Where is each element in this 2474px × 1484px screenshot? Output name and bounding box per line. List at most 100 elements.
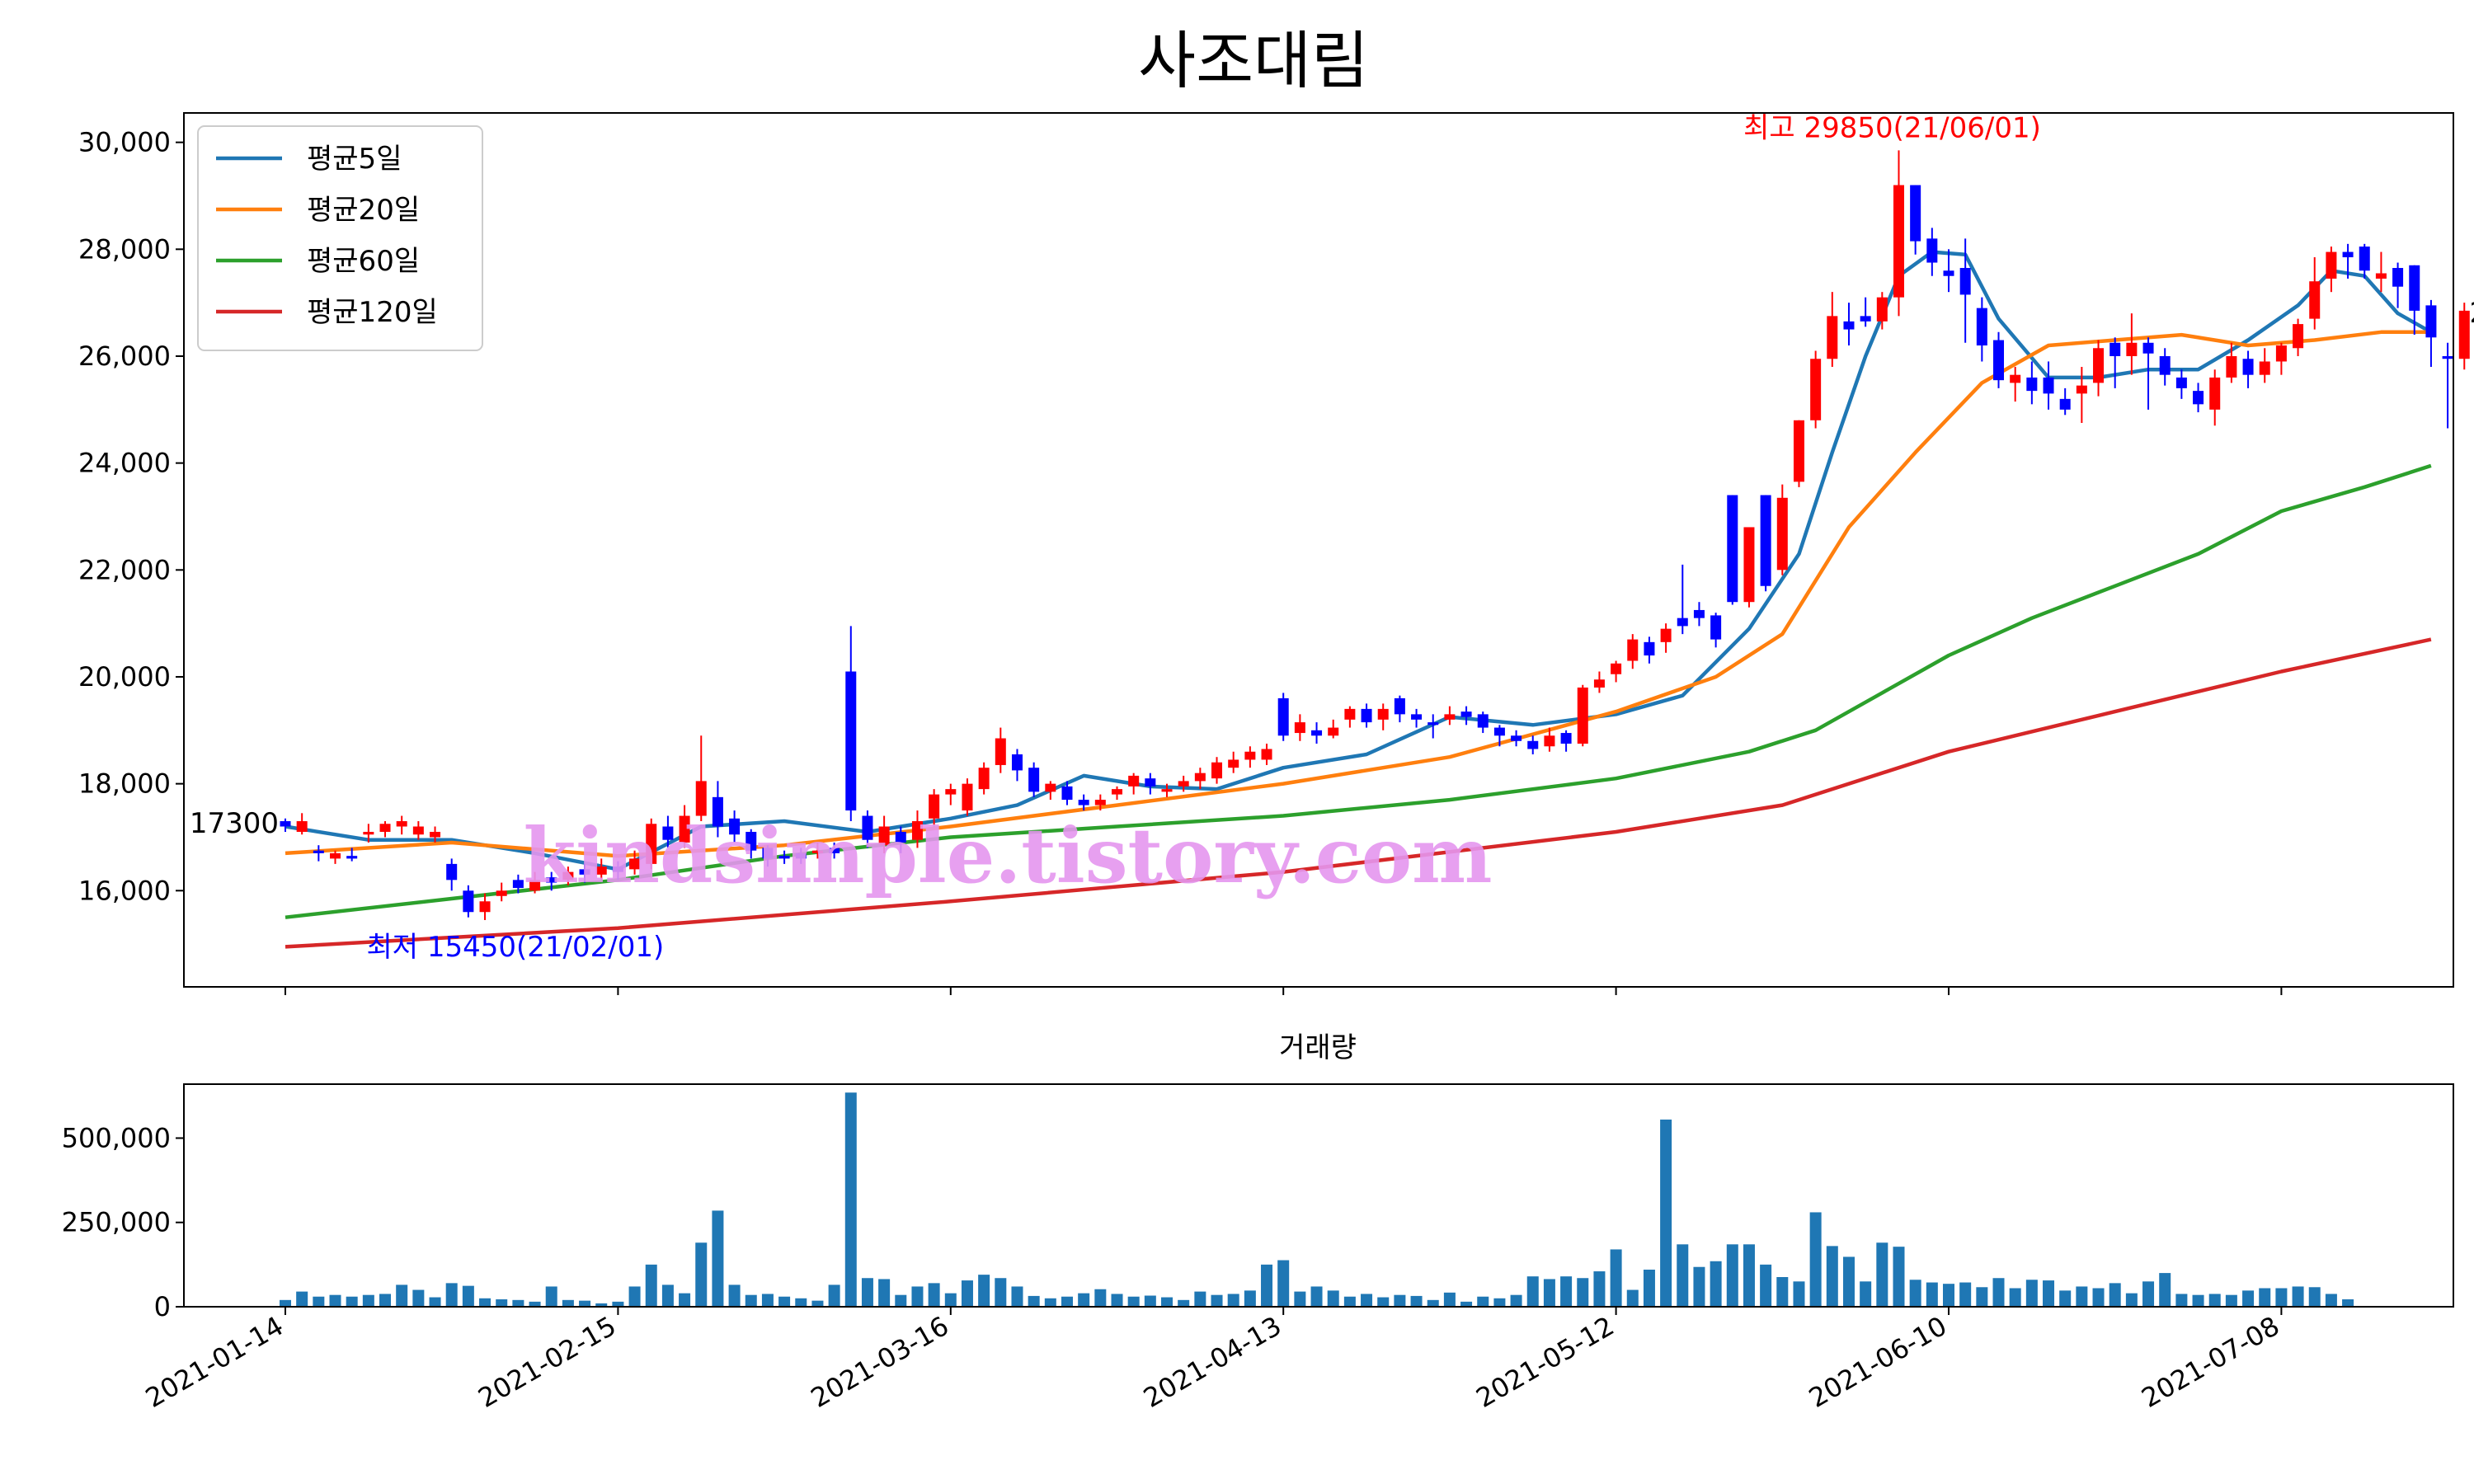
volume-bar (2092, 1288, 2105, 1307)
volume-bar (1460, 1301, 1473, 1307)
candle-body (412, 826, 424, 835)
volume-bar (512, 1299, 524, 1307)
volume-bar (1842, 1256, 1855, 1307)
candle-body (962, 783, 973, 811)
candle-body (2259, 361, 2270, 375)
y-tick-label: 30,000 (78, 127, 171, 158)
candle-body (795, 852, 807, 859)
candle-body (595, 866, 607, 875)
candle-body (2159, 355, 2171, 375)
candle-body (1244, 751, 1256, 760)
x-tick-label: 2021-02-15 (473, 1310, 621, 1414)
volume-bar (944, 1293, 957, 1307)
volume-bar (828, 1284, 840, 1307)
candle-body (1876, 297, 1888, 322)
y-tick-label: 18,000 (78, 768, 171, 800)
volume-bar (844, 1092, 857, 1307)
candle-body (2109, 342, 2121, 356)
volume-bar (2325, 1294, 2337, 1307)
candle-body (745, 831, 757, 851)
volume-bar (1726, 1244, 1738, 1307)
candle-body (363, 831, 374, 835)
candle-body (1178, 781, 1189, 787)
candle-body (862, 815, 873, 840)
volume-bar (1361, 1294, 1373, 1307)
candle-body (1577, 687, 1588, 744)
volume-bar (928, 1283, 940, 1307)
volume-bar (462, 1285, 474, 1307)
candle-body (612, 866, 623, 872)
candle-body (2375, 273, 2387, 279)
candle-body (811, 850, 823, 853)
volume-bar (1443, 1292, 1456, 1307)
candle-body (2126, 342, 2138, 356)
volume-bar (628, 1286, 641, 1307)
volume-bar (2242, 1290, 2255, 1307)
volume-bar (1493, 1298, 1506, 1307)
candle-body (2010, 374, 2021, 383)
volume-bar (1011, 1286, 1023, 1307)
volume-bar (712, 1210, 724, 1307)
volume-bar (745, 1294, 757, 1307)
candle-body (978, 768, 990, 790)
candle-body (729, 818, 741, 835)
volume-bar (778, 1296, 791, 1307)
legend-label: 평균5일 (307, 143, 402, 176)
volume-bar (1809, 1212, 1822, 1307)
volume-bar (2159, 1273, 2171, 1307)
start-price-annotation: 17300 (190, 807, 279, 840)
candle-body (2142, 342, 2154, 354)
y-tick-label: 16,000 (78, 875, 171, 906)
volume-bar (1526, 1276, 1539, 1307)
candle-body (1976, 308, 1987, 346)
volume-bar (1343, 1296, 1356, 1307)
volume-bar (795, 1298, 807, 1307)
volume-bar (1593, 1271, 1606, 1307)
volume-bar (1244, 1290, 1256, 1307)
candle-body (2043, 377, 2054, 394)
volume-bar (529, 1301, 541, 1307)
volume-bar (1992, 1278, 2005, 1307)
volume-bar (612, 1301, 624, 1307)
volume-bar (479, 1298, 492, 1307)
volume-bar (1543, 1279, 1555, 1307)
volume-bar (595, 1303, 608, 1307)
volume-bar (811, 1300, 824, 1307)
candle-body (2309, 281, 2321, 319)
candle-body (2326, 251, 2337, 279)
candle-body (1644, 641, 1655, 656)
candle-body (1776, 497, 1788, 571)
volume-bar (1044, 1298, 1056, 1307)
volume-bar (1028, 1295, 1040, 1307)
candle-body (2342, 251, 2354, 258)
candle-body (1311, 730, 1323, 736)
watermark: kindsimple.tistory.com (523, 811, 1492, 900)
volume-bar (329, 1294, 341, 1307)
volume-bar (995, 1278, 1007, 1307)
volume-bar (1577, 1278, 1589, 1307)
volume-bar (1211, 1294, 1223, 1307)
candle-body (1611, 663, 1622, 674)
candle-body (1627, 639, 1639, 661)
volume-title: 거래량 (1279, 1031, 1357, 1064)
volume-bar (496, 1299, 508, 1307)
x-tick-label: 2021-05-12 (1471, 1310, 1620, 1414)
candle-body (2392, 268, 2404, 287)
candle-body (2458, 310, 2470, 359)
x-tick-label: 2021-06-10 (1804, 1310, 1952, 1414)
candle-body (430, 831, 441, 838)
candle-body (1194, 773, 1206, 782)
volume-bar (1327, 1290, 1339, 1307)
candle-body (2226, 355, 2237, 378)
volume-bar (562, 1299, 574, 1307)
candle-body (1477, 714, 1489, 728)
volume-bar (1510, 1294, 1522, 1307)
volume-bar (346, 1296, 358, 1307)
y-tick-label: 22,000 (78, 554, 171, 585)
volume-bar (1909, 1280, 1921, 1307)
candle-body (712, 796, 723, 827)
candle-body (646, 824, 657, 864)
volume-bar (861, 1278, 873, 1307)
volume-bar (1127, 1296, 1140, 1307)
volume-bar (1377, 1297, 1390, 1307)
